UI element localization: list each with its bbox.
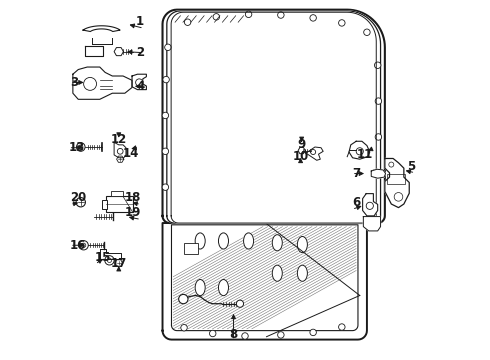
Circle shape	[278, 12, 284, 18]
Bar	[111, 191, 123, 197]
Bar	[106, 197, 133, 212]
Circle shape	[371, 170, 378, 176]
Circle shape	[339, 20, 345, 26]
Bar	[102, 200, 107, 209]
Text: 14: 14	[123, 147, 139, 160]
Text: 20: 20	[70, 192, 86, 204]
Polygon shape	[163, 223, 367, 339]
Text: 2: 2	[136, 46, 144, 59]
Circle shape	[165, 44, 171, 50]
Text: 9: 9	[297, 138, 306, 151]
Text: 13: 13	[69, 141, 85, 154]
Text: 1: 1	[136, 15, 144, 28]
Ellipse shape	[244, 233, 254, 249]
Polygon shape	[363, 194, 378, 216]
Text: 19: 19	[124, 206, 141, 220]
Ellipse shape	[219, 279, 228, 296]
Polygon shape	[385, 158, 409, 208]
Polygon shape	[114, 48, 123, 56]
Polygon shape	[364, 217, 381, 231]
Circle shape	[374, 62, 381, 68]
Ellipse shape	[195, 233, 205, 249]
Bar	[387, 174, 405, 184]
Circle shape	[236, 300, 244, 307]
Circle shape	[310, 329, 317, 336]
Polygon shape	[172, 225, 358, 330]
Circle shape	[162, 148, 169, 154]
Circle shape	[105, 256, 114, 265]
Polygon shape	[298, 148, 305, 154]
Circle shape	[163, 76, 170, 83]
Circle shape	[181, 324, 187, 331]
Polygon shape	[163, 10, 385, 223]
Ellipse shape	[219, 233, 228, 249]
Circle shape	[76, 198, 85, 207]
Ellipse shape	[297, 265, 307, 281]
Circle shape	[76, 143, 85, 151]
Polygon shape	[83, 26, 120, 32]
Text: 15: 15	[95, 251, 112, 264]
Text: 7: 7	[352, 167, 360, 180]
Polygon shape	[349, 141, 370, 159]
Text: 6: 6	[352, 197, 360, 210]
Circle shape	[339, 324, 345, 330]
Text: 3: 3	[70, 76, 78, 89]
Circle shape	[179, 294, 188, 304]
Ellipse shape	[272, 235, 282, 251]
Text: 17: 17	[111, 257, 127, 270]
Circle shape	[278, 332, 284, 338]
Polygon shape	[115, 260, 122, 267]
Polygon shape	[85, 46, 103, 56]
Polygon shape	[132, 74, 147, 90]
Circle shape	[245, 11, 252, 18]
Polygon shape	[100, 249, 122, 259]
Text: 4: 4	[136, 80, 145, 93]
Circle shape	[375, 134, 382, 140]
Circle shape	[375, 98, 382, 104]
Circle shape	[162, 112, 169, 119]
Circle shape	[310, 15, 317, 21]
Text: 16: 16	[70, 239, 86, 252]
Text: 10: 10	[293, 150, 309, 163]
Polygon shape	[306, 147, 323, 160]
Polygon shape	[371, 169, 386, 178]
Polygon shape	[117, 156, 124, 162]
Polygon shape	[73, 67, 132, 99]
Circle shape	[162, 184, 169, 190]
Ellipse shape	[297, 237, 307, 253]
Circle shape	[79, 240, 88, 250]
Text: 8: 8	[229, 328, 238, 341]
Polygon shape	[171, 12, 376, 223]
Polygon shape	[167, 11, 381, 223]
Ellipse shape	[195, 279, 205, 296]
Circle shape	[210, 330, 216, 337]
Text: 5: 5	[407, 160, 416, 173]
Text: 12: 12	[111, 133, 127, 146]
Text: 11: 11	[357, 148, 373, 161]
Circle shape	[184, 19, 191, 26]
Bar	[184, 243, 197, 253]
Circle shape	[364, 29, 370, 36]
Ellipse shape	[272, 265, 282, 281]
Polygon shape	[114, 142, 126, 158]
Text: 18: 18	[124, 192, 141, 204]
Circle shape	[242, 333, 248, 339]
Circle shape	[213, 14, 220, 20]
